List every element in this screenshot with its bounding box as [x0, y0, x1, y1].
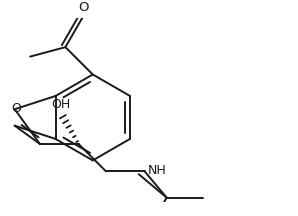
Text: O: O	[78, 1, 89, 14]
Text: NH: NH	[148, 164, 166, 177]
Text: OH: OH	[51, 98, 70, 111]
Text: O: O	[11, 102, 21, 115]
